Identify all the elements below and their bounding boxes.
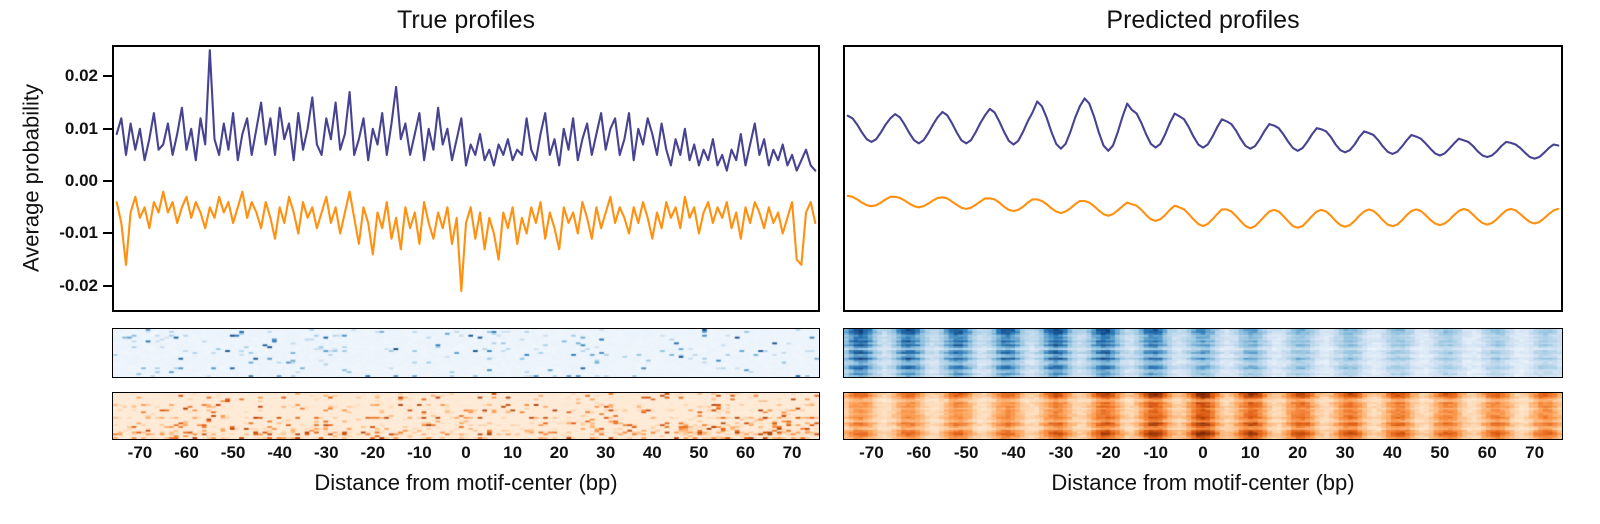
chart-title-predicted: Predicted profiles [1106, 6, 1300, 34]
x-tick-label: 60 [736, 443, 755, 462]
x-tick-label: 20 [549, 443, 569, 462]
x-tick-label: -30 [1048, 443, 1074, 462]
x-tick-label: -20 [1095, 443, 1121, 462]
x-tick-label: 70 [782, 443, 802, 462]
x-tick-label: -70 [127, 443, 153, 462]
y-tick-label: 0.00 [64, 171, 98, 191]
series-negative-strand-profile [846, 194, 1560, 230]
x-tick-label: -40 [1001, 443, 1026, 462]
heatmap-canvas-true-negative [113, 393, 819, 439]
x-tick-label: -10 [1143, 443, 1168, 462]
heatmap-canvas-predicted-negative [844, 393, 1562, 439]
heatmap-canvas-true-positive [113, 329, 819, 377]
x-tick-label: 10 [503, 443, 523, 462]
plot-frame [112, 45, 820, 312]
x-tick-label: 10 [1240, 443, 1260, 462]
x-tick-label: 0 [1198, 443, 1208, 462]
x-tick-label: 50 [689, 443, 709, 462]
heatmap-predicted-positive [843, 328, 1563, 378]
y-tick-label: 0.01 [64, 118, 98, 138]
series-positive-strand-profile [115, 49, 817, 172]
x-tick-label: 20 [1288, 443, 1308, 462]
y-tick-mark [103, 75, 112, 78]
x-tick-label: 0 [461, 443, 471, 462]
line-chart-predicted [843, 45, 1563, 312]
x-axis-label-predicted: Distance from motif-center (bp) [1051, 470, 1355, 495]
x-axis-label-true: Distance from motif-center (bp) [314, 470, 618, 495]
y-tick-label: -0.01 [59, 223, 98, 243]
x-tick-row: -70 -60 -50 -40 -30 -20 -10 0 10 20 30 40 50 60 70 [112, 443, 820, 465]
x-tick-label: -50 [953, 443, 979, 462]
heatmap-predicted-negative [843, 392, 1563, 440]
x-tick-label: 40 [1383, 443, 1402, 462]
y-tick-mark [103, 232, 112, 235]
x-tick-label: -50 [220, 443, 246, 462]
chart-title-true: True profiles [396, 6, 535, 34]
panel-true: True profiles -70 -60 -50 -40 -30 -20 -10 0 10 20… [112, 0, 820, 524]
y-tick-label: -0.02 [59, 275, 98, 295]
heatmap-true-positive [112, 328, 820, 378]
x-tick-label: -60 [174, 443, 199, 462]
x-tick-label: 40 [642, 443, 662, 462]
x-tick-label: 70 [1525, 443, 1545, 462]
y-tick-mark [103, 127, 112, 130]
y-tick-label: 0.02 [64, 66, 98, 86]
x-tick-label: -10 [407, 443, 432, 462]
heatmap-canvas-predicted-positive [844, 329, 1562, 377]
x-tick-label: -30 [313, 443, 339, 462]
series-positive-strand-profile [846, 97, 1560, 160]
x-tick-label: 60 [1477, 443, 1497, 462]
panel-predicted: Predicted profiles -70 -60 -50 -40 -30 -20 -10… [843, 0, 1563, 524]
x-tick-label: -60 [906, 443, 932, 462]
x-tick-row: -70 -60 -50 -40 -30 -20 -10 0 10 20 30 40 50 60 70 [843, 443, 1563, 465]
x-tick-label: -20 [360, 443, 386, 462]
plot-frame [843, 45, 1563, 312]
series-negative-strand-profile [115, 190, 817, 293]
x-tick-label: 30 [596, 443, 616, 462]
x-tick-label: 50 [1430, 443, 1450, 462]
y-tick-mark [103, 284, 112, 287]
x-tick-label: -40 [267, 443, 292, 462]
heatmap-true-negative [112, 392, 820, 440]
x-tick-label: -70 [859, 443, 884, 462]
y-tick-mark [103, 180, 112, 183]
x-tick-label: 30 [1335, 443, 1355, 462]
line-chart-true [112, 45, 820, 312]
